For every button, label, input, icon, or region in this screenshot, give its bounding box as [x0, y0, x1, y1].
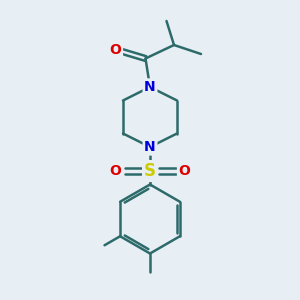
Text: O: O — [178, 164, 190, 178]
Text: N: N — [144, 140, 156, 154]
Text: O: O — [110, 164, 122, 178]
Text: S: S — [144, 162, 156, 180]
Text: O: O — [110, 43, 122, 56]
Text: N: N — [144, 80, 156, 94]
